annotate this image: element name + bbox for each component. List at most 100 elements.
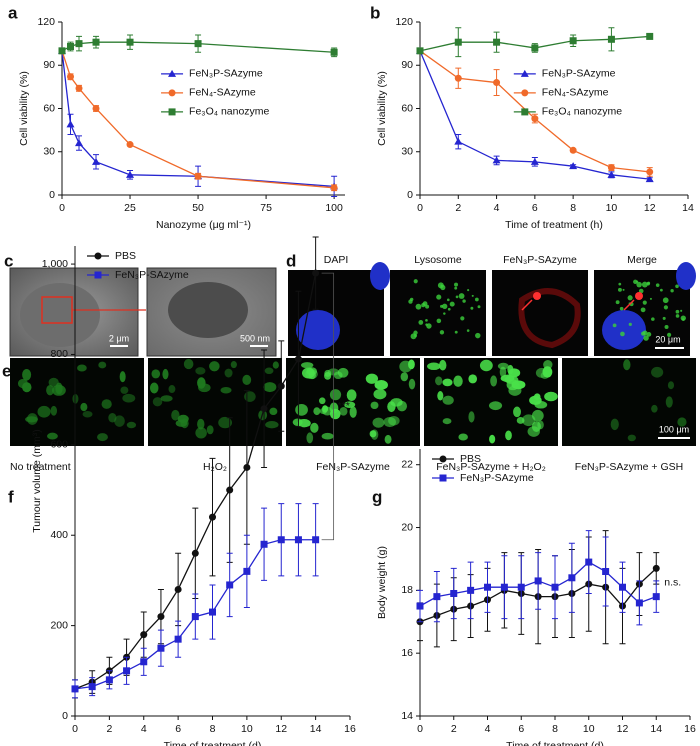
cell (489, 434, 496, 444)
marker (75, 139, 84, 147)
marker (531, 115, 539, 123)
cell (126, 421, 137, 429)
lysosome-dot (454, 282, 459, 287)
cell (408, 378, 416, 390)
marker (493, 79, 501, 87)
cell (195, 367, 206, 375)
lysosome-dot (426, 323, 432, 329)
cell (50, 405, 58, 416)
marker (126, 38, 134, 46)
marker (105, 676, 113, 684)
cell (439, 359, 447, 371)
marker (174, 585, 182, 593)
image-caption: H₂O₂ (203, 461, 227, 473)
y-tick-label: 22 (401, 458, 413, 470)
x-tick-label: 12 (617, 723, 629, 735)
lysosome-dot (655, 283, 660, 287)
marker (191, 549, 199, 557)
marker (500, 583, 508, 591)
x-tick-label: 2 (106, 723, 112, 735)
cell (47, 432, 58, 440)
x-tick-label: 10 (241, 723, 253, 735)
lysosome-dot (447, 307, 451, 311)
cell (301, 362, 314, 369)
marker (569, 162, 578, 170)
cell (513, 406, 521, 418)
y-tick-label: 0 (49, 189, 55, 201)
image-caption: FeN₃P-SAzyme + GSH (575, 461, 683, 473)
marker (646, 32, 654, 40)
x-tick-label: 75 (260, 202, 272, 214)
legend-label: FeN₄-SAzyme (189, 87, 256, 99)
x-tick-label: 6 (518, 723, 524, 735)
lysosome-dot (670, 289, 674, 293)
lysosome-dot (460, 316, 465, 321)
marker (194, 172, 202, 180)
y-tick-label: 90 (401, 59, 413, 71)
cell (427, 362, 441, 371)
marker (157, 644, 165, 652)
marker (330, 48, 338, 56)
marker (602, 568, 610, 576)
lysosome-dot (454, 286, 458, 290)
marker (294, 355, 302, 363)
lysosome-dot (618, 282, 622, 286)
lysosome-dot (470, 306, 474, 310)
lysosome-dot (467, 289, 470, 292)
fluorescence-image (562, 358, 696, 446)
marker (226, 581, 234, 589)
marker (484, 583, 491, 591)
marker (92, 157, 101, 165)
marker (88, 683, 96, 691)
cell (197, 418, 205, 430)
panel-letter: f (8, 487, 14, 506)
marker (652, 564, 660, 572)
cell (37, 405, 51, 418)
cell (384, 434, 392, 444)
legend-label: Fe₃O₄ nanozyme (542, 106, 623, 118)
nucleus (676, 262, 696, 290)
marker (94, 252, 102, 260)
marker (450, 589, 458, 597)
cell (269, 407, 278, 416)
lysosome-dot (475, 332, 481, 339)
lysosome-dot (664, 324, 669, 329)
legend-label: FeN₃P-SAzyme (189, 68, 263, 80)
nucleus (370, 262, 390, 290)
marker (619, 583, 626, 591)
marker (226, 486, 234, 494)
image-caption: FeN₃P-SAzyme (316, 461, 390, 473)
cell (218, 416, 232, 429)
marker (294, 536, 302, 544)
y-tick-label: 60 (401, 102, 413, 114)
y-tick-label: 1,000 (42, 258, 68, 270)
legend-label: Fe₃O₄ nanozyme (189, 106, 270, 118)
cell (292, 418, 303, 427)
cell (310, 422, 319, 433)
column-label: DAPI (324, 254, 349, 266)
lysosome-dot (628, 322, 632, 327)
lysosome-dot (622, 288, 625, 291)
cell (453, 375, 463, 387)
lysosome-dot (636, 281, 642, 288)
marker (454, 74, 462, 82)
cell (383, 416, 396, 428)
cell (399, 360, 413, 373)
cell (442, 395, 454, 405)
lysosome-dot (682, 318, 685, 321)
cell (677, 417, 687, 427)
cell (17, 378, 28, 389)
image-caption: FeN₃P-SAzyme + H₂O₂ (436, 461, 546, 473)
lysosome (168, 282, 248, 338)
panel-d: d DAPI Lysosome FeN₃P-SAzyme Merge 20 μm (286, 251, 696, 356)
marker (517, 583, 525, 591)
marker (454, 38, 462, 46)
lysosome-dot (633, 279, 638, 284)
cell (209, 361, 220, 372)
legend-label: FeN₃P-SAzyme (460, 472, 534, 484)
cell (506, 379, 520, 391)
cell (26, 413, 38, 425)
scale-bar-label: 20 μm (655, 334, 680, 344)
cell (306, 432, 314, 444)
